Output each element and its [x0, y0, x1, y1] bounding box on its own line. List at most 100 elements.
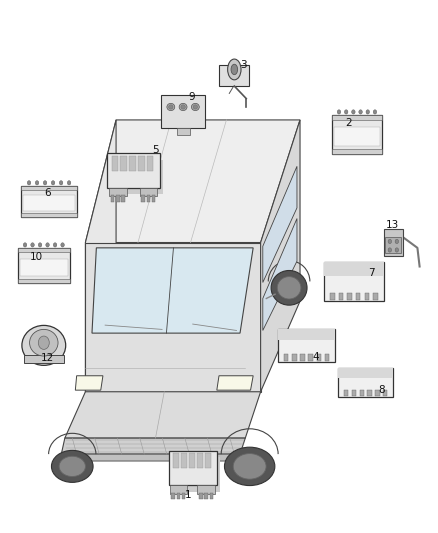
Polygon shape [169, 451, 217, 485]
Polygon shape [85, 243, 261, 392]
Ellipse shape [22, 325, 66, 366]
Polygon shape [60, 454, 240, 461]
Bar [360, 390, 364, 397]
Circle shape [35, 181, 39, 185]
Polygon shape [61, 438, 245, 454]
Circle shape [53, 243, 57, 247]
Polygon shape [65, 392, 261, 438]
Polygon shape [263, 219, 297, 330]
Ellipse shape [181, 105, 185, 109]
Bar [20, 259, 68, 276]
Circle shape [27, 181, 31, 185]
Text: 6: 6 [44, 188, 51, 198]
Bar [278, 329, 335, 341]
Polygon shape [85, 120, 300, 243]
Bar [109, 188, 127, 196]
Bar [278, 329, 335, 362]
Ellipse shape [167, 103, 175, 111]
Bar [198, 485, 215, 494]
Bar [373, 293, 378, 300]
Circle shape [46, 243, 49, 247]
Text: 9: 9 [188, 92, 195, 102]
Bar [339, 293, 343, 300]
Circle shape [366, 110, 370, 114]
Bar [129, 156, 136, 171]
Bar [182, 492, 185, 499]
Bar [170, 485, 187, 494]
Bar [18, 279, 70, 282]
Bar [324, 262, 384, 276]
Bar [367, 390, 372, 397]
Polygon shape [85, 120, 116, 433]
Text: 2: 2 [345, 118, 352, 127]
Circle shape [61, 243, 64, 247]
Text: 12: 12 [41, 353, 54, 363]
Bar [330, 293, 335, 300]
Ellipse shape [231, 64, 237, 75]
Text: 10: 10 [29, 252, 42, 262]
Bar [356, 293, 360, 300]
Ellipse shape [52, 450, 93, 482]
Circle shape [67, 181, 71, 185]
Bar [147, 156, 153, 171]
Bar [121, 195, 125, 201]
Bar [111, 195, 114, 201]
Circle shape [395, 239, 399, 244]
Bar [197, 453, 203, 468]
Circle shape [388, 239, 392, 244]
Bar [21, 213, 77, 217]
Ellipse shape [277, 277, 301, 299]
Polygon shape [263, 166, 297, 282]
Bar [23, 195, 75, 211]
Bar [334, 127, 380, 146]
Bar [325, 354, 329, 361]
Bar [210, 492, 213, 499]
Bar [140, 188, 157, 196]
Bar [116, 195, 120, 201]
Bar [120, 156, 127, 171]
Polygon shape [172, 457, 220, 491]
Text: 3: 3 [240, 60, 247, 70]
Text: 4: 4 [312, 352, 319, 362]
Bar [173, 453, 179, 468]
Bar [292, 354, 297, 361]
Bar [199, 492, 203, 499]
Text: 8: 8 [378, 385, 385, 395]
Bar [324, 262, 384, 301]
Ellipse shape [191, 103, 199, 111]
Bar [21, 186, 77, 217]
Polygon shape [75, 376, 103, 390]
Bar [189, 453, 195, 468]
Circle shape [31, 243, 34, 247]
Bar [332, 115, 382, 120]
Bar [138, 156, 145, 171]
Bar [24, 355, 64, 362]
Ellipse shape [224, 447, 275, 486]
Polygon shape [92, 248, 253, 333]
Bar [352, 390, 356, 397]
Ellipse shape [233, 454, 266, 479]
Bar [317, 354, 321, 361]
Text: 7: 7 [368, 268, 375, 278]
Bar [171, 492, 175, 499]
Ellipse shape [193, 105, 198, 109]
Bar [308, 354, 313, 361]
Circle shape [38, 243, 42, 247]
Text: 13: 13 [385, 220, 399, 230]
Ellipse shape [228, 59, 241, 80]
Polygon shape [107, 154, 160, 188]
Bar [284, 354, 289, 361]
Bar [21, 186, 77, 190]
Bar [300, 354, 305, 361]
Bar [152, 195, 155, 201]
Bar [18, 248, 70, 252]
Bar [161, 95, 205, 128]
Bar [205, 492, 208, 499]
Bar [365, 293, 369, 300]
Bar [18, 248, 70, 282]
Bar [338, 368, 393, 398]
Bar [205, 453, 211, 468]
Ellipse shape [59, 456, 85, 477]
Bar [347, 293, 352, 300]
Text: 1: 1 [185, 490, 192, 499]
